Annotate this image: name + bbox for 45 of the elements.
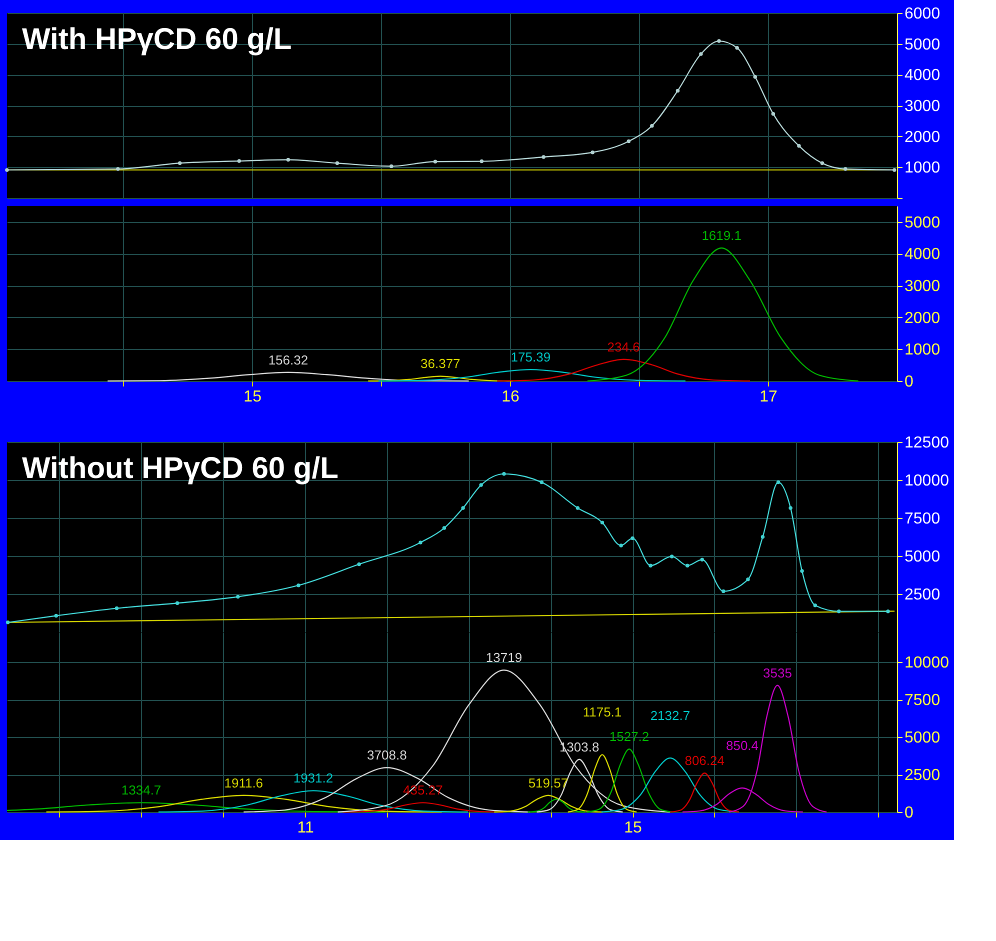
annotation: 1911.6 [224, 775, 264, 790]
x-tick-label: 15 [624, 820, 642, 836]
y-tick-label: 12500 [904, 434, 950, 452]
y-tick-label: 5000 [904, 730, 940, 746]
y-tick-label: 7500 [904, 692, 940, 709]
y-tick-label: 7500 [904, 510, 940, 528]
annotation: 36.377 [420, 356, 460, 372]
annotation: 1931.2 [293, 770, 334, 786]
y-tick-label: 5000 [904, 548, 940, 566]
annotation: 156.32 [268, 352, 308, 368]
y-tick-label: 1000 [904, 342, 940, 359]
x-tick-label: 16 [502, 388, 520, 406]
y-tick-label: 5000 [904, 214, 940, 232]
x-tick-label: 11 [297, 820, 314, 836]
x-tick-label: 15 [244, 388, 262, 406]
y-tick-label: 4000 [904, 246, 940, 264]
y-tick-label: 2500 [904, 767, 940, 784]
annotation: 1175.1 [582, 704, 622, 720]
y-tick-label: 3000 [904, 98, 940, 115]
y-tick-label: 10000 [904, 654, 950, 672]
chart-title: With HPγCD 60 g/L [22, 23, 292, 56]
annotation: 850.4 [726, 738, 759, 753]
y-tick-label: 0 [904, 804, 914, 822]
annotation: 1619.1 [702, 228, 742, 243]
annotation: 13719 [486, 650, 522, 666]
x-tick-label: 17 [760, 388, 778, 406]
annotation: 1334.7 [121, 782, 162, 798]
y-tick-label: 6000 [904, 6, 940, 22]
y-tick-label: 2000 [904, 128, 940, 146]
y-tick-label: 0 [904, 374, 914, 390]
y-tick-label: 2500 [904, 586, 940, 604]
annotation: 806.24 [684, 753, 724, 768]
chart-title: Without HPγCD 60 g/L [22, 452, 338, 485]
annotation: 3535 [763, 665, 792, 680]
y-tick-label: 3000 [904, 278, 940, 296]
annotation: 175.39 [510, 350, 551, 365]
annotation: 234.6 [607, 339, 640, 354]
annotation: 1527.2 [609, 729, 650, 744]
y-tick-label: 1000 [904, 160, 940, 177]
y-tick-label: 10000 [904, 472, 950, 490]
y-tick-label: 4000 [904, 67, 940, 84]
y-tick-label: 2000 [904, 310, 940, 327]
annotation: 3708.8 [367, 748, 407, 763]
annotation: 2132.7 [650, 708, 690, 723]
y-tick-label: 5000 [904, 36, 940, 54]
